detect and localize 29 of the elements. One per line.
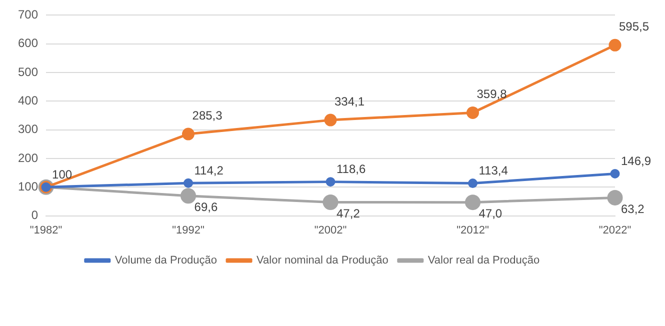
x-tick-label: "2012": [456, 224, 489, 236]
data-label: 118,6: [336, 162, 366, 176]
data-label: 47,0: [478, 206, 502, 221]
data-label: 285,3: [192, 108, 223, 122]
data-label: 334,1: [334, 94, 365, 108]
legend-label: Valor nominal da Produção: [256, 254, 388, 267]
y-tick-label: 100: [18, 179, 38, 194]
x-tick-label: "2002": [314, 224, 347, 236]
y-tick-label: 600: [18, 36, 38, 50]
y-tick-label: 400: [18, 93, 38, 108]
data-label: 63,2: [621, 202, 645, 216]
data-label: 100: [52, 167, 72, 182]
data-label: 114,2: [194, 163, 224, 178]
data-label: 146,9: [621, 154, 652, 168]
data-label: 47,2: [336, 206, 360, 221]
x-tick-label: "1982": [30, 224, 62, 236]
y-tick-label: 500: [18, 64, 38, 79]
x-tick-label: "1992": [172, 224, 204, 236]
y-tick-label: 200: [18, 150, 38, 165]
data-label: 113,4: [478, 164, 508, 178]
y-tick-label: 0: [31, 208, 38, 222]
legend-label: Volume da Produção: [114, 254, 218, 267]
data-label: 595,5: [619, 19, 650, 34]
y-tick-label: 300: [18, 122, 38, 136]
y-tick-label: 700: [18, 8, 38, 22]
legend-label: Valor real da Produção: [428, 254, 540, 267]
data-label: 69,6: [194, 200, 218, 214]
data-label: 359,8: [476, 87, 508, 102]
x-tick-label: "2022": [598, 224, 632, 236]
